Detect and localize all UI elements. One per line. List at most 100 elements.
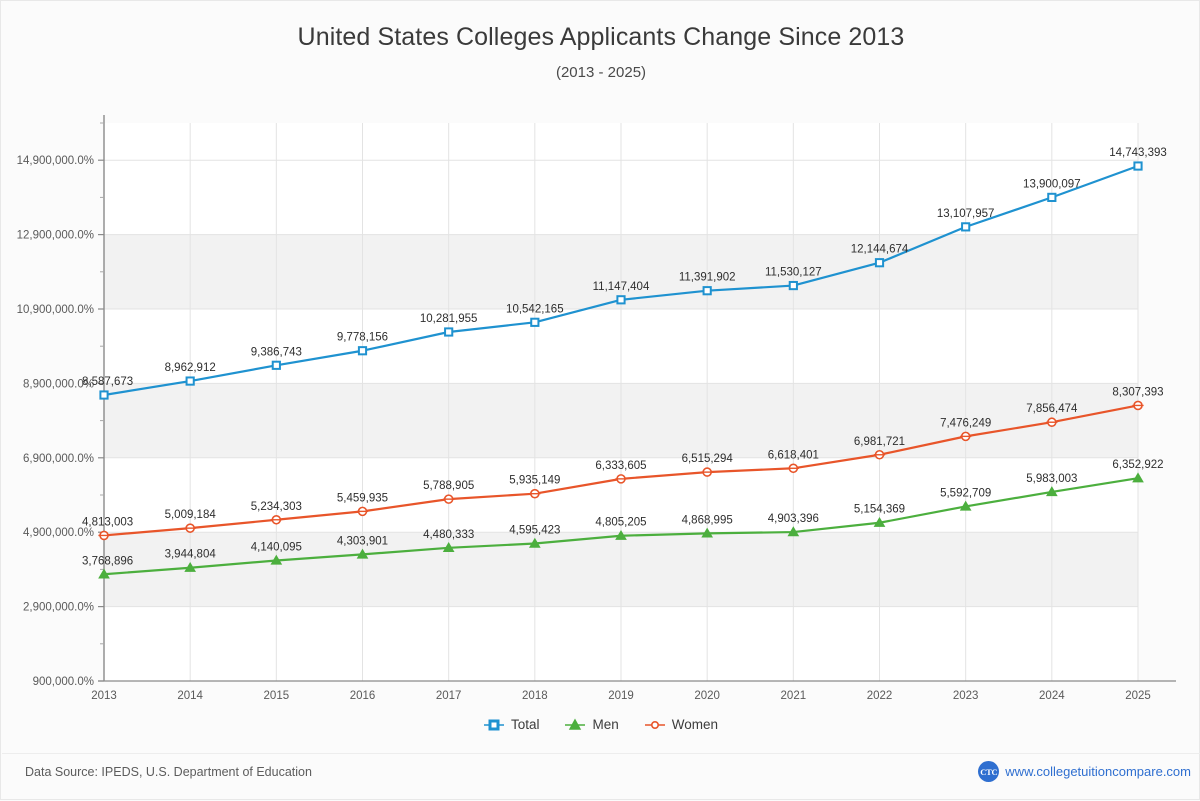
x-axis-label: 2021 (781, 690, 807, 702)
marker-square-icon (99, 390, 109, 400)
data-point[interactable] (442, 542, 455, 553)
marker-triangle-icon (528, 537, 541, 548)
legend-label: Women (671, 717, 719, 732)
data-label: 3,768,896 (82, 555, 133, 567)
data-point[interactable] (271, 360, 281, 370)
data-point[interactable] (98, 530, 110, 541)
legend-item-total[interactable]: Total (483, 717, 540, 732)
data-label: 4,805,205 (595, 517, 646, 529)
marker-square-icon (702, 286, 712, 296)
data-point[interactable] (701, 527, 714, 538)
marker-triangle-icon (1132, 472, 1144, 483)
y-axis-label: 4,900,000.0% (23, 527, 94, 539)
marker-triangle-icon (787, 526, 800, 537)
data-label: 6,352,922 (1112, 459, 1163, 471)
x-axis-label: 2018 (522, 690, 548, 702)
data-point[interactable] (270, 514, 282, 525)
data-label: 9,386,743 (251, 346, 302, 358)
y-axis-label: 10,900,000.0% (17, 304, 94, 316)
data-point[interactable] (270, 554, 283, 565)
marker-square-icon (357, 346, 368, 356)
x-axis-label: 2013 (91, 690, 117, 702)
data-point[interactable] (443, 494, 455, 504)
y-axis-label: 8,900,000.0% (23, 378, 94, 390)
legend-item-women[interactable]: Women (644, 717, 719, 732)
legend-label: Total (510, 717, 540, 732)
data-label: 6,333,605 (595, 460, 646, 472)
data-point[interactable] (615, 529, 627, 540)
marker-triangle-icon (184, 561, 197, 572)
data-label: 11,530,127 (765, 267, 822, 279)
marker-square-icon (1133, 161, 1143, 171)
y-axis-label: 12,900,000.0% (17, 230, 94, 242)
data-point[interactable] (961, 222, 971, 232)
data-point[interactable] (444, 327, 454, 337)
footer-divider (2, 753, 1200, 754)
data-label: 6,618,401 (768, 449, 819, 461)
marker-square-icon (961, 222, 971, 232)
data-label: 11,391,902 (679, 272, 736, 284)
data-point[interactable] (959, 500, 972, 511)
data-point[interactable] (185, 376, 195, 386)
marker-triangle-icon (98, 568, 110, 579)
marker-square-icon (185, 376, 195, 386)
data-point[interactable] (787, 463, 799, 474)
data-point[interactable] (702, 286, 712, 296)
data-point[interactable] (616, 295, 626, 305)
x-axis-label: 2015 (264, 690, 290, 702)
data-point[interactable] (788, 280, 798, 291)
data-point[interactable] (1132, 400, 1144, 411)
x-axis-label: 2025 (1125, 690, 1151, 702)
marker-square-icon (788, 280, 798, 291)
data-label: 5,009,184 (165, 509, 217, 521)
marker-square-icon (271, 360, 281, 370)
data-label: 4,480,333 (423, 529, 474, 541)
data-point[interactable] (99, 390, 109, 400)
brand-link[interactable]: CTC www.collegetuitioncompare.com (978, 761, 1191, 782)
data-label: 14,743,393 (1109, 147, 1167, 159)
data-label: 4,140,095 (251, 541, 302, 553)
data-point[interactable] (1132, 472, 1144, 483)
data-label: 4,303,901 (337, 535, 388, 547)
legend-marker-triangle-icon (565, 718, 586, 732)
data-label: 5,935,149 (509, 475, 560, 487)
data-point[interactable] (98, 568, 110, 579)
data-point[interactable] (356, 506, 369, 517)
data-point[interactable] (184, 561, 197, 572)
data-point[interactable] (873, 449, 886, 460)
legend-marker-circle-cross-icon (644, 718, 665, 732)
data-label: 4,903,396 (768, 513, 819, 525)
data-label: 7,856,474 (1026, 403, 1078, 415)
data-label: 5,459,935 (337, 492, 388, 504)
data-point[interactable] (1047, 192, 1057, 202)
data-label: 4,813,003 (82, 516, 133, 528)
data-point[interactable] (960, 431, 972, 442)
data-point[interactable] (1045, 486, 1058, 497)
data-point[interactable] (615, 474, 627, 484)
marker-square-icon (444, 327, 454, 337)
data-label: 6,981,721 (854, 436, 905, 448)
data-point[interactable] (529, 488, 541, 499)
data-point[interactable] (184, 523, 196, 533)
data-point[interactable] (873, 516, 886, 527)
data-point[interactable] (787, 526, 800, 537)
y-axis-label: 14,900,000.0% (17, 155, 94, 167)
data-point[interactable] (530, 317, 540, 327)
data-point[interactable] (1046, 417, 1058, 428)
data-label: 4,868,995 (682, 514, 733, 526)
data-point[interactable] (874, 258, 885, 268)
data-label: 9,778,156 (337, 332, 388, 344)
data-point[interactable] (701, 467, 713, 477)
marker-square-icon (616, 295, 626, 305)
legend-item-men[interactable]: Men (565, 717, 619, 732)
marker-triangle-icon (701, 527, 714, 538)
marker-square-icon (874, 258, 885, 268)
data-point[interactable] (356, 548, 369, 559)
x-axis-label: 2022 (867, 690, 893, 702)
data-point[interactable] (357, 346, 368, 356)
marker-triangle-icon (873, 516, 886, 527)
data-point[interactable] (528, 537, 541, 548)
data-point[interactable] (1133, 161, 1143, 171)
